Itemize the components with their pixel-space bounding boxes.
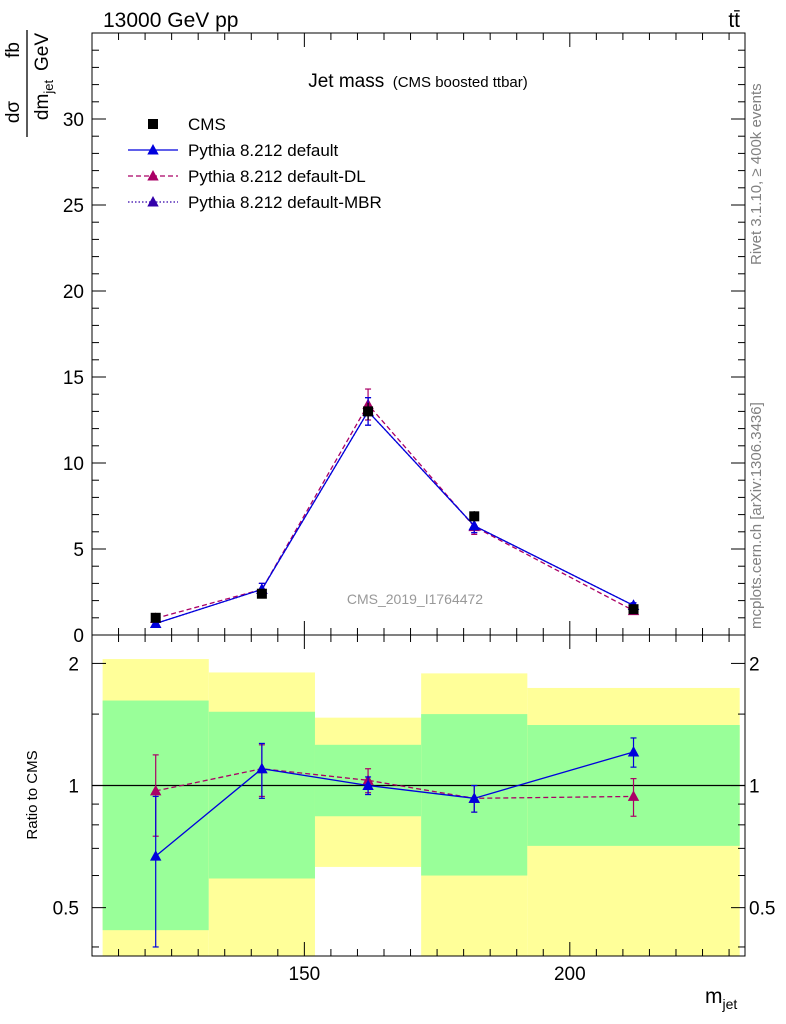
title-main: Jet mass — [308, 71, 384, 92]
ylabel-den-main: dm — [32, 94, 53, 120]
ratio-y-tick-label-left: 0.5 — [53, 899, 79, 920]
side-text-rivet: Rivet 3.1.10, ≥ 400k events — [748, 83, 765, 265]
ratio-y-tick-label-right: 2 — [749, 654, 760, 675]
ylabel-numerator: dσ — [3, 101, 24, 124]
main-y-tick-label: 10 — [63, 454, 84, 475]
x-axis-label: mjet — [705, 985, 737, 1012]
header-right: tt̄ — [728, 9, 740, 32]
ratio-y-axis-label: Ratio to CMS — [24, 750, 41, 839]
xlabel-sub: jet — [722, 996, 738, 1012]
cms-marker — [363, 406, 374, 417]
ylabel-den-sub: jet — [41, 80, 56, 95]
legend: CMS Pythia 8.212 default Pythia 8.212 defa… — [128, 115, 382, 212]
main-y-tick-label: 15 — [63, 368, 84, 389]
legend-marker-2 — [147, 170, 159, 181]
legend-label-3: Pythia 8.212 default-MBR — [188, 193, 382, 212]
legend-marker-cms — [148, 119, 158, 129]
legend-label-2: Pythia 8.212 default-DL — [188, 167, 366, 186]
x-tick-label: 200 — [554, 964, 586, 985]
cms-marker — [256, 588, 267, 599]
ratio-y-tick-label-right: 0.5 — [749, 899, 775, 920]
title-sub: (CMS boosted ttbar) — [393, 74, 528, 91]
plot-title: Jet mass (CMS boosted ttbar) — [308, 71, 528, 92]
yunit-denominator: GeV — [32, 33, 53, 71]
ratio-line-1 — [155, 768, 634, 799]
ratio-y-tick-label-left: 1 — [68, 777, 79, 798]
yunit-numerator: fb — [3, 42, 24, 58]
ratio-y-tick-label-left: 2 — [68, 654, 79, 675]
ratio-marker-0 — [362, 779, 374, 791]
main-y-tick-label: 30 — [63, 110, 84, 131]
legend-label-1: Pythia 8.212 default — [188, 141, 339, 160]
cms-marker — [628, 604, 639, 615]
side-text-mcplots: mcplots.cern.ch [arXiv:1306.3436] — [748, 402, 765, 629]
main-line-2 — [155, 403, 634, 619]
analysis-watermark: CMS_2019_I1764472 — [347, 591, 483, 607]
ratio-data-series — [150, 737, 640, 948]
ylabel-denominator: dmjet — [32, 80, 56, 121]
ratio-marker-1 — [627, 790, 640, 801]
main-axis-ticks: 0 5 10 15 20 25 30 — [63, 32, 745, 647]
legend-marker-3 — [147, 196, 159, 207]
ratio-marker-0 — [627, 745, 640, 757]
ratio-uncertainty-bands — [102, 659, 740, 956]
legend-label-0: CMS — [188, 115, 226, 134]
main-data-series — [150, 388, 640, 628]
main-marker-1 — [468, 519, 480, 531]
main-y-axis-label: dσ dmjet fb GeV — [3, 30, 56, 137]
main-y-tick-label: 25 — [63, 196, 84, 217]
header-left: 13000 GeV pp — [103, 9, 238, 32]
main-y-tick-label: 0 — [73, 626, 84, 647]
xlabel-main: m — [705, 985, 723, 1008]
cms-marker — [469, 511, 480, 522]
ratio-marker-0 — [256, 762, 268, 774]
ratio-marker-0 — [150, 850, 162, 861]
main-y-tick-label: 5 — [73, 540, 84, 561]
ratio-marker-1 — [150, 784, 162, 796]
ratio-marker-0 — [468, 792, 480, 803]
ratio-axis-ticks: 150 200 0.5 0.5 1 1 2 2 — [53, 635, 775, 985]
x-tick-label: 150 — [289, 964, 321, 985]
legend-marker-1 — [147, 144, 159, 155]
ratio-y-tick-label-right: 1 — [749, 777, 760, 798]
main-y-tick-label: 20 — [63, 282, 84, 303]
cms-marker — [150, 612, 161, 623]
ratio-plot-frame — [91, 634, 746, 957]
